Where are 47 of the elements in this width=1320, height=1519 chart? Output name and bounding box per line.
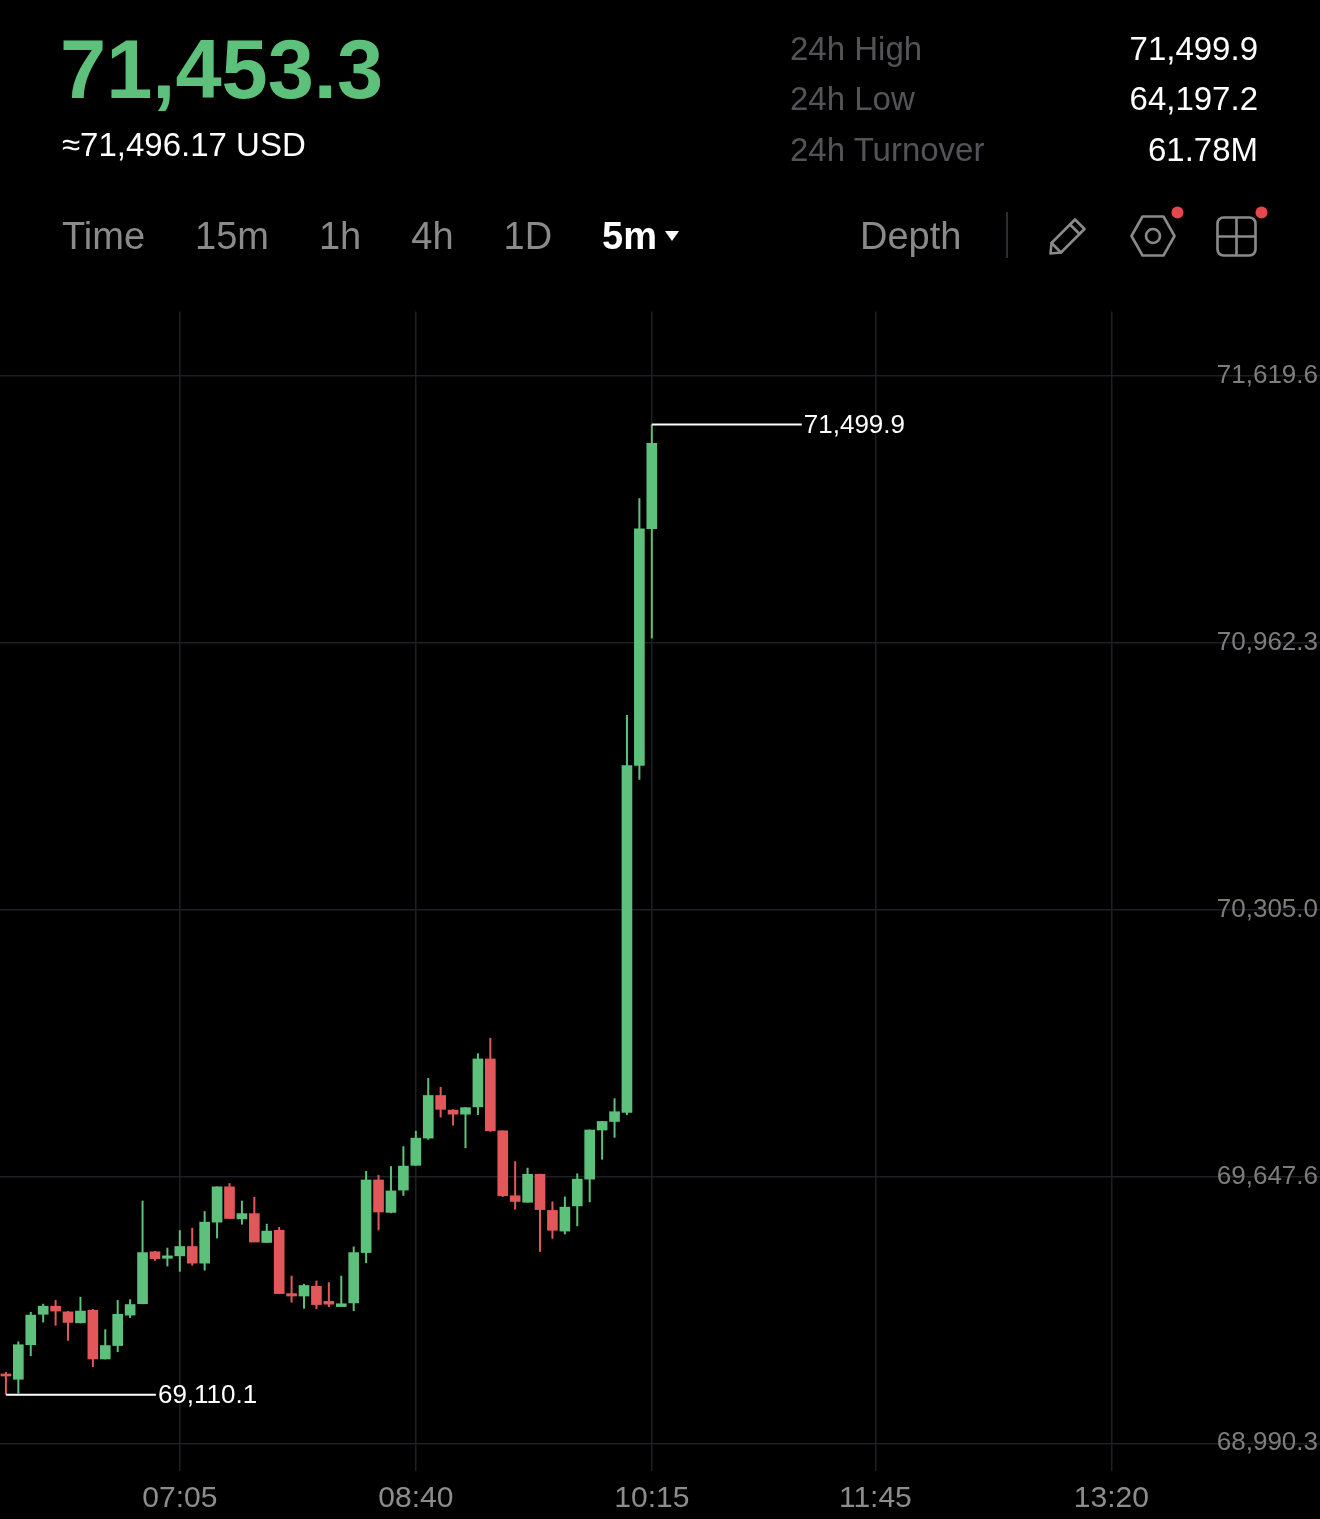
candlestick bbox=[311, 1279, 322, 1311]
candlestick bbox=[460, 1106, 471, 1150]
text: 71,499.9 bbox=[1129, 30, 1258, 67]
candlestick bbox=[186, 1226, 198, 1267]
x-tick-label: 07:05 bbox=[142, 1480, 218, 1514]
x-tick-label: 10:15 bbox=[614, 1480, 690, 1514]
y-tick-label: 71,619.6 bbox=[1216, 359, 1318, 390]
text: 24h Turnover bbox=[790, 131, 985, 168]
chart-subtitle: ≈71,496.17 USD bbox=[62, 126, 306, 163]
text: 4h bbox=[411, 215, 454, 257]
candlestick bbox=[385, 1165, 397, 1215]
text: Time bbox=[62, 215, 146, 257]
candlestick bbox=[609, 1097, 620, 1139]
x-tick-label: 13:20 bbox=[1073, 1480, 1149, 1514]
candlestick bbox=[162, 1246, 173, 1268]
candlestick bbox=[298, 1282, 310, 1310]
text: 64,197.2 bbox=[1129, 80, 1258, 117]
candlestick bbox=[509, 1160, 521, 1211]
x-tick-label: 08:40 bbox=[378, 1480, 454, 1514]
text: 24h High bbox=[790, 30, 923, 67]
candlestick bbox=[50, 1299, 61, 1327]
candlestick bbox=[435, 1085, 446, 1119]
text: 1D bbox=[503, 215, 553, 257]
annotation: 71,499.9 bbox=[803, 408, 906, 439]
candlestick bbox=[75, 1295, 86, 1325]
y-tick-label: 69,647.6 bbox=[1216, 1159, 1318, 1190]
text: 5m bbox=[602, 215, 658, 257]
candlestick bbox=[37, 1302, 49, 1324]
candlestick bbox=[261, 1222, 273, 1244]
y-tick-label: 68,990.3 bbox=[1216, 1426, 1318, 1457]
candlestick bbox=[174, 1229, 186, 1273]
text: 1h bbox=[318, 215, 362, 257]
candlestick bbox=[596, 1120, 608, 1161]
candlestick bbox=[335, 1274, 347, 1308]
chart-title: 71,453.3 bbox=[60, 23, 384, 116]
y-tick-label: 70,305.0 bbox=[1216, 892, 1318, 923]
candlestick bbox=[547, 1200, 558, 1240]
text: 15m bbox=[195, 215, 269, 257]
annotation: 69,110.1 bbox=[157, 1378, 258, 1409]
text: 61.78M bbox=[1147, 131, 1258, 168]
candlestick bbox=[124, 1298, 136, 1319]
text: 24h Low bbox=[790, 80, 915, 117]
candlestick bbox=[236, 1199, 248, 1226]
x-tick-label: 11:45 bbox=[838, 1480, 912, 1514]
candlestick bbox=[62, 1310, 74, 1342]
y-tick-label: 70,962.3 bbox=[1216, 625, 1318, 656]
text: Depth bbox=[860, 215, 962, 257]
